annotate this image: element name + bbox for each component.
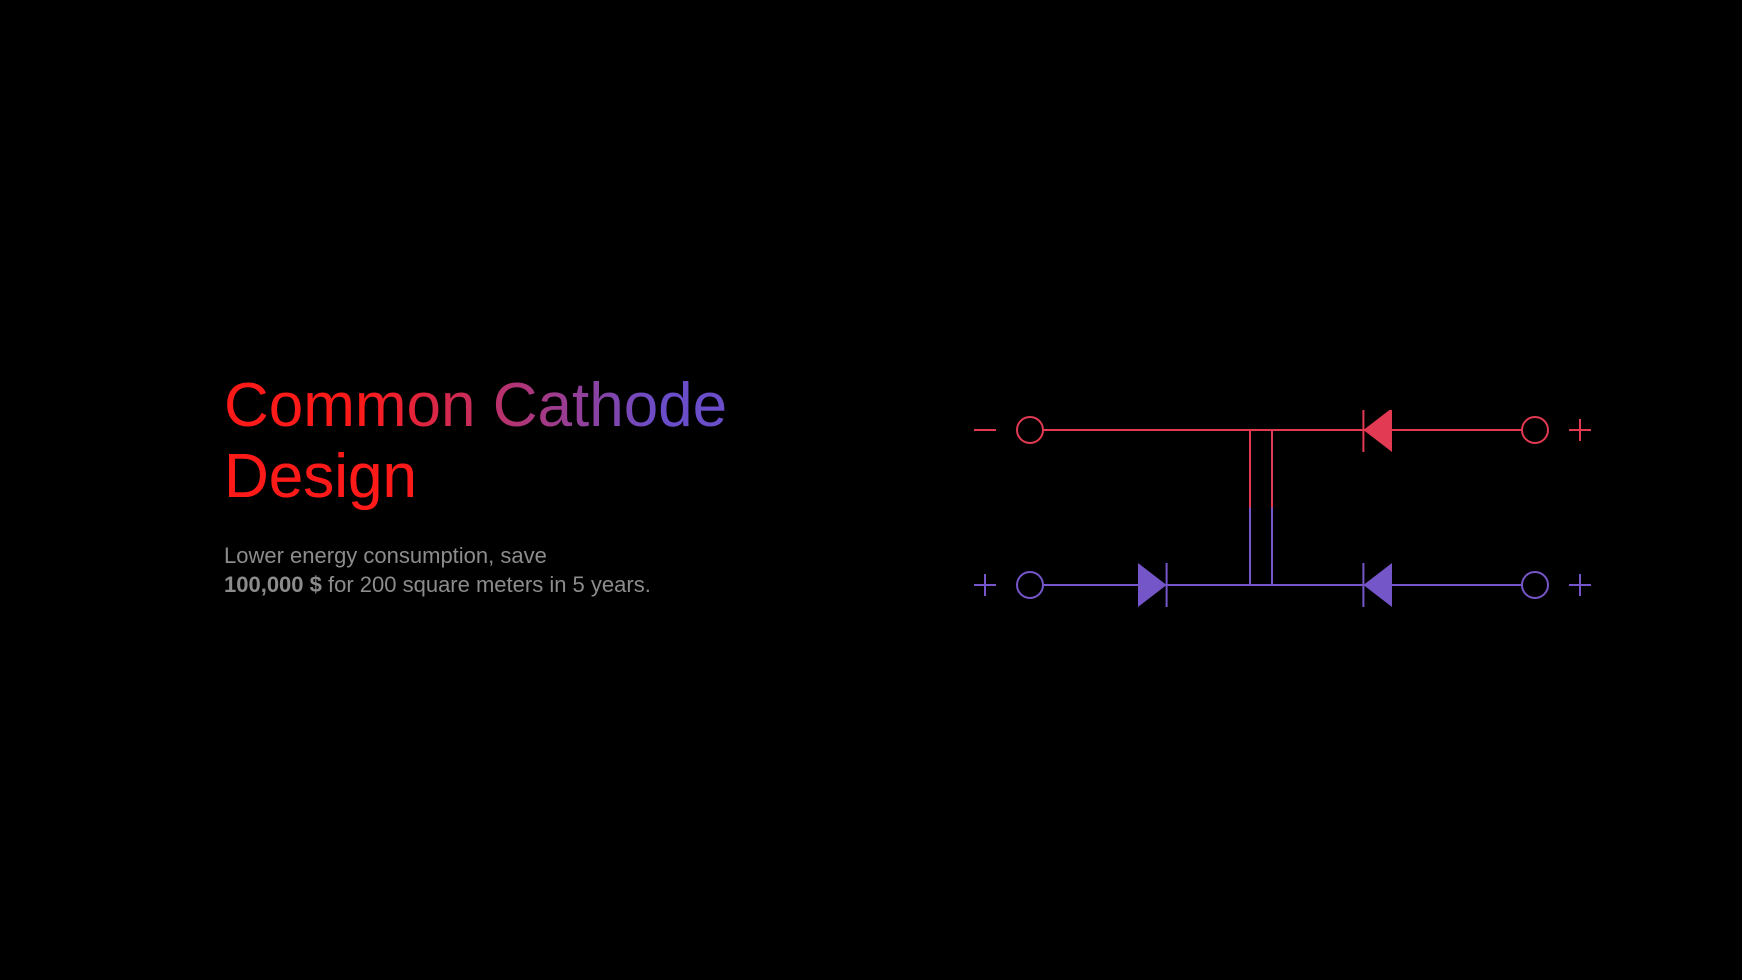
subtitle-post: for 200 square meters in 5 years.	[322, 572, 651, 597]
stage: Common Cathode Design Lower energy consu…	[0, 0, 1742, 980]
title-line-2: Design	[224, 441, 844, 512]
circuit-diagram	[950, 410, 1620, 610]
text-block: Common Cathode Design Lower energy consu…	[224, 370, 844, 600]
title-heading: Common Cathode Design	[224, 370, 844, 513]
subtitle-pre: Lower energy consumption, save	[224, 543, 547, 568]
subtitle-bold: 100,000 $	[224, 572, 322, 597]
title-line-1: Common Cathode	[224, 371, 727, 440]
subtitle-text: Lower energy consumption, save 100,000 $…	[224, 541, 844, 600]
